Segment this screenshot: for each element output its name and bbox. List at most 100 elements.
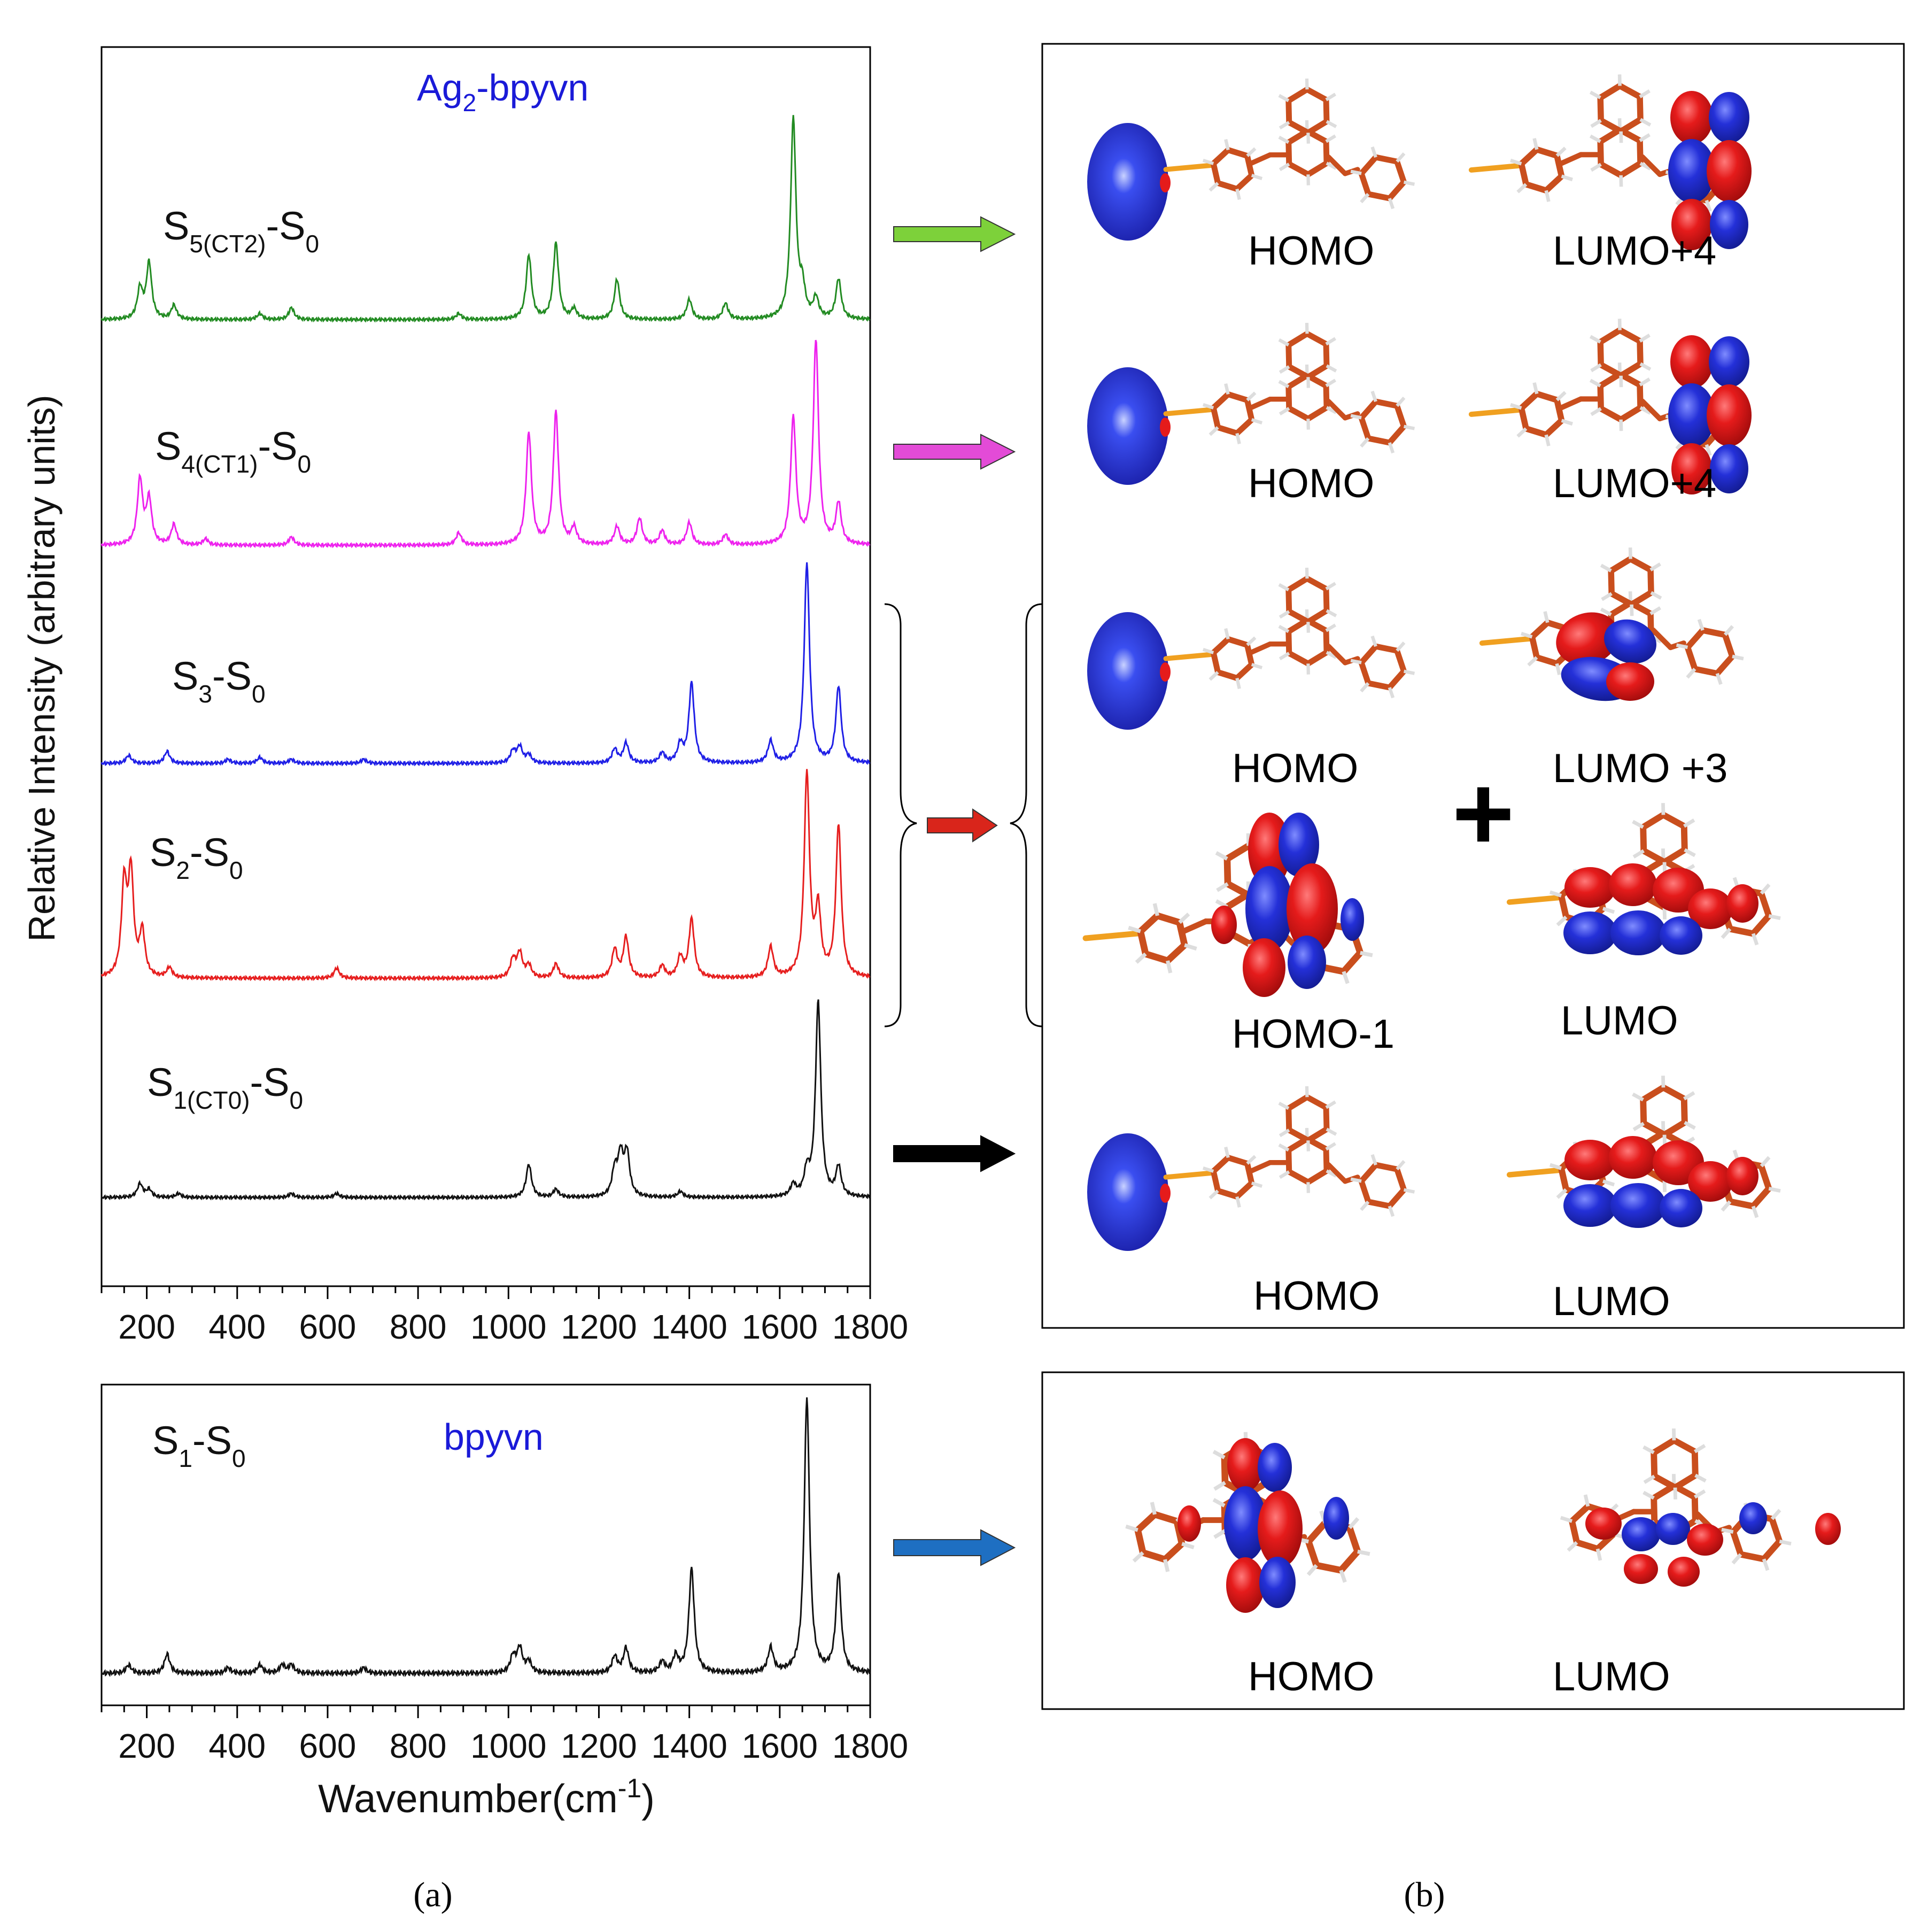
hydrogen-bond	[1693, 1489, 1706, 1499]
x-tick-label: 600	[299, 1308, 357, 1346]
orbital-lobe-negative	[1668, 139, 1715, 203]
hydrogen-bond	[1235, 432, 1241, 444]
series-labels-bottom: S1-S0	[152, 1418, 246, 1472]
hydrogen-bond	[1326, 609, 1337, 617]
orbital-lobe-negative	[1668, 383, 1715, 447]
orbital-label-bpyvn-left: HOMO	[1248, 1654, 1374, 1699]
orbital-lobe-positive	[1609, 1136, 1657, 1179]
orbital-ag-lobe	[1087, 367, 1168, 485]
hydrogen-bond	[1246, 391, 1257, 401]
panel-b-top: HOMO LUMO+4 HOMO LUMO+4 HOMO LUMO +3 + H…	[1041, 43, 1905, 1329]
hydrogen-bond	[1150, 1502, 1157, 1515]
orbital-lobe-positive	[1707, 140, 1752, 202]
hydrogen-bond	[1202, 1166, 1214, 1173]
molecule-bond	[1163, 652, 1214, 661]
hydrogen-bond	[1650, 591, 1662, 600]
orbital-lobe-positive	[1668, 1557, 1700, 1587]
orbital-lobe-negative	[1245, 866, 1293, 952]
hydrogen-bond	[1325, 623, 1336, 632]
caption-a: (a)	[413, 1875, 452, 1914]
orbital-lobe-negative	[1563, 911, 1617, 954]
hydrogen-bond	[1279, 652, 1290, 661]
orbital-label-row4-left: HOMO-1	[1232, 1011, 1395, 1057]
hydrogen-bond	[1543, 611, 1550, 623]
series-label-4: S2-S0	[150, 830, 243, 884]
hydrogen-bond	[1683, 818, 1695, 828]
molecule-bond	[1082, 930, 1142, 941]
molecule-ring	[1137, 912, 1188, 964]
hydrogen-bond	[1590, 407, 1602, 416]
hydrogen-bond	[1235, 677, 1241, 689]
series-label-5: S1(CT0)-S0	[147, 1060, 303, 1114]
molecule-ring	[1358, 398, 1407, 446]
orbital-label-row3-left: HOMO	[1232, 746, 1358, 791]
orbital-images-bpyvn	[1125, 1428, 1841, 1613]
molecule-bond	[1163, 1170, 1214, 1180]
hydrogen-bond	[1403, 669, 1415, 675]
hydrogen-bond	[1213, 1481, 1226, 1491]
hydrogen-bond	[1632, 849, 1645, 859]
y-axis-label: Relative Intensity (arbitrary units)	[21, 395, 63, 941]
lumo-orbital	[1506, 803, 1781, 955]
molecule-bond	[1249, 642, 1273, 655]
hydrogen-bond	[1278, 624, 1290, 633]
hydrogen-bond	[1278, 1143, 1290, 1152]
molecule	[1560, 1428, 1792, 1571]
hydrogen-bond	[1673, 1487, 1677, 1500]
orbital-lobe-positive	[1556, 612, 1619, 666]
x-tick-label: 200	[118, 1727, 175, 1765]
hydrogen-bond	[1556, 915, 1568, 926]
molecule	[1163, 1086, 1415, 1217]
orbital-ag-lobe	[1087, 1133, 1168, 1251]
orbital-lobe-positive	[1177, 1505, 1201, 1542]
hydrogen-bond	[1639, 118, 1652, 127]
hydrogen-bond	[1662, 907, 1667, 919]
orbital-lobe-negative	[1224, 1486, 1267, 1561]
hydrogen-bond	[1208, 671, 1219, 681]
molecule-ring	[1518, 390, 1565, 438]
molecule	[1163, 322, 1415, 454]
hydrogen-bond	[1325, 1142, 1336, 1151]
hydrogen-bond	[1342, 971, 1350, 984]
x-tick-label: 200	[118, 1308, 175, 1346]
orbital-lobe-negative	[1710, 444, 1748, 493]
hydrogen-bond	[1360, 682, 1370, 693]
hydrogen-bond	[1583, 1494, 1590, 1507]
orbital-lobe-positive	[1726, 1157, 1758, 1195]
hydrogen-bond	[1532, 138, 1539, 150]
hydrogen-bond	[1697, 619, 1705, 631]
orbital-lobe-positive	[1248, 813, 1291, 887]
molecule-bond	[1326, 643, 1348, 666]
hydrogen-bond	[1235, 188, 1241, 200]
hydrogen-bond	[1396, 152, 1406, 163]
hydrogen-bond	[1639, 334, 1651, 343]
panel-b-bottom: HOMO LUMO	[1041, 1371, 1905, 1710]
molecule-bond	[1639, 398, 1663, 422]
hydrogen-bond	[1751, 933, 1759, 946]
x-axis-label: Wavenumber(cm-1)	[318, 1773, 655, 1821]
hydrogen-bond	[1163, 1559, 1170, 1572]
hydrogen-bond	[1510, 158, 1522, 166]
orbital-lobe-negative	[1739, 1502, 1767, 1534]
hydrogen-bond	[1779, 1539, 1792, 1546]
x-tick-label: 1800	[832, 1727, 908, 1765]
hydrogen-bond	[1135, 952, 1147, 964]
hydrogen-bond	[1555, 663, 1561, 675]
hydrogen-bond	[1212, 1450, 1226, 1459]
x-tick-label: 1000	[470, 1308, 546, 1346]
orbital-lobe-positive	[1670, 335, 1713, 389]
orbital-label-row2-left: HOMO	[1248, 461, 1374, 506]
hydrogen-bond	[1306, 1564, 1318, 1576]
hydrogen-bond	[1560, 1516, 1573, 1523]
hydrogen-bond	[1326, 120, 1337, 128]
hydrogen-bond	[1278, 338, 1290, 347]
orbital-lobe-positive	[1815, 1513, 1841, 1545]
hydrogen-bond	[1125, 1524, 1138, 1532]
hydrogen-bond	[1251, 174, 1263, 181]
hydrogen-bond	[1235, 1196, 1241, 1208]
hydrogen-bond	[1396, 641, 1406, 652]
hydrogen-bond	[1549, 1163, 1562, 1170]
x-tick-label: 1600	[742, 1308, 818, 1346]
orbital-lobe-positive	[1688, 888, 1733, 929]
hydrogen-bond	[1208, 182, 1219, 192]
